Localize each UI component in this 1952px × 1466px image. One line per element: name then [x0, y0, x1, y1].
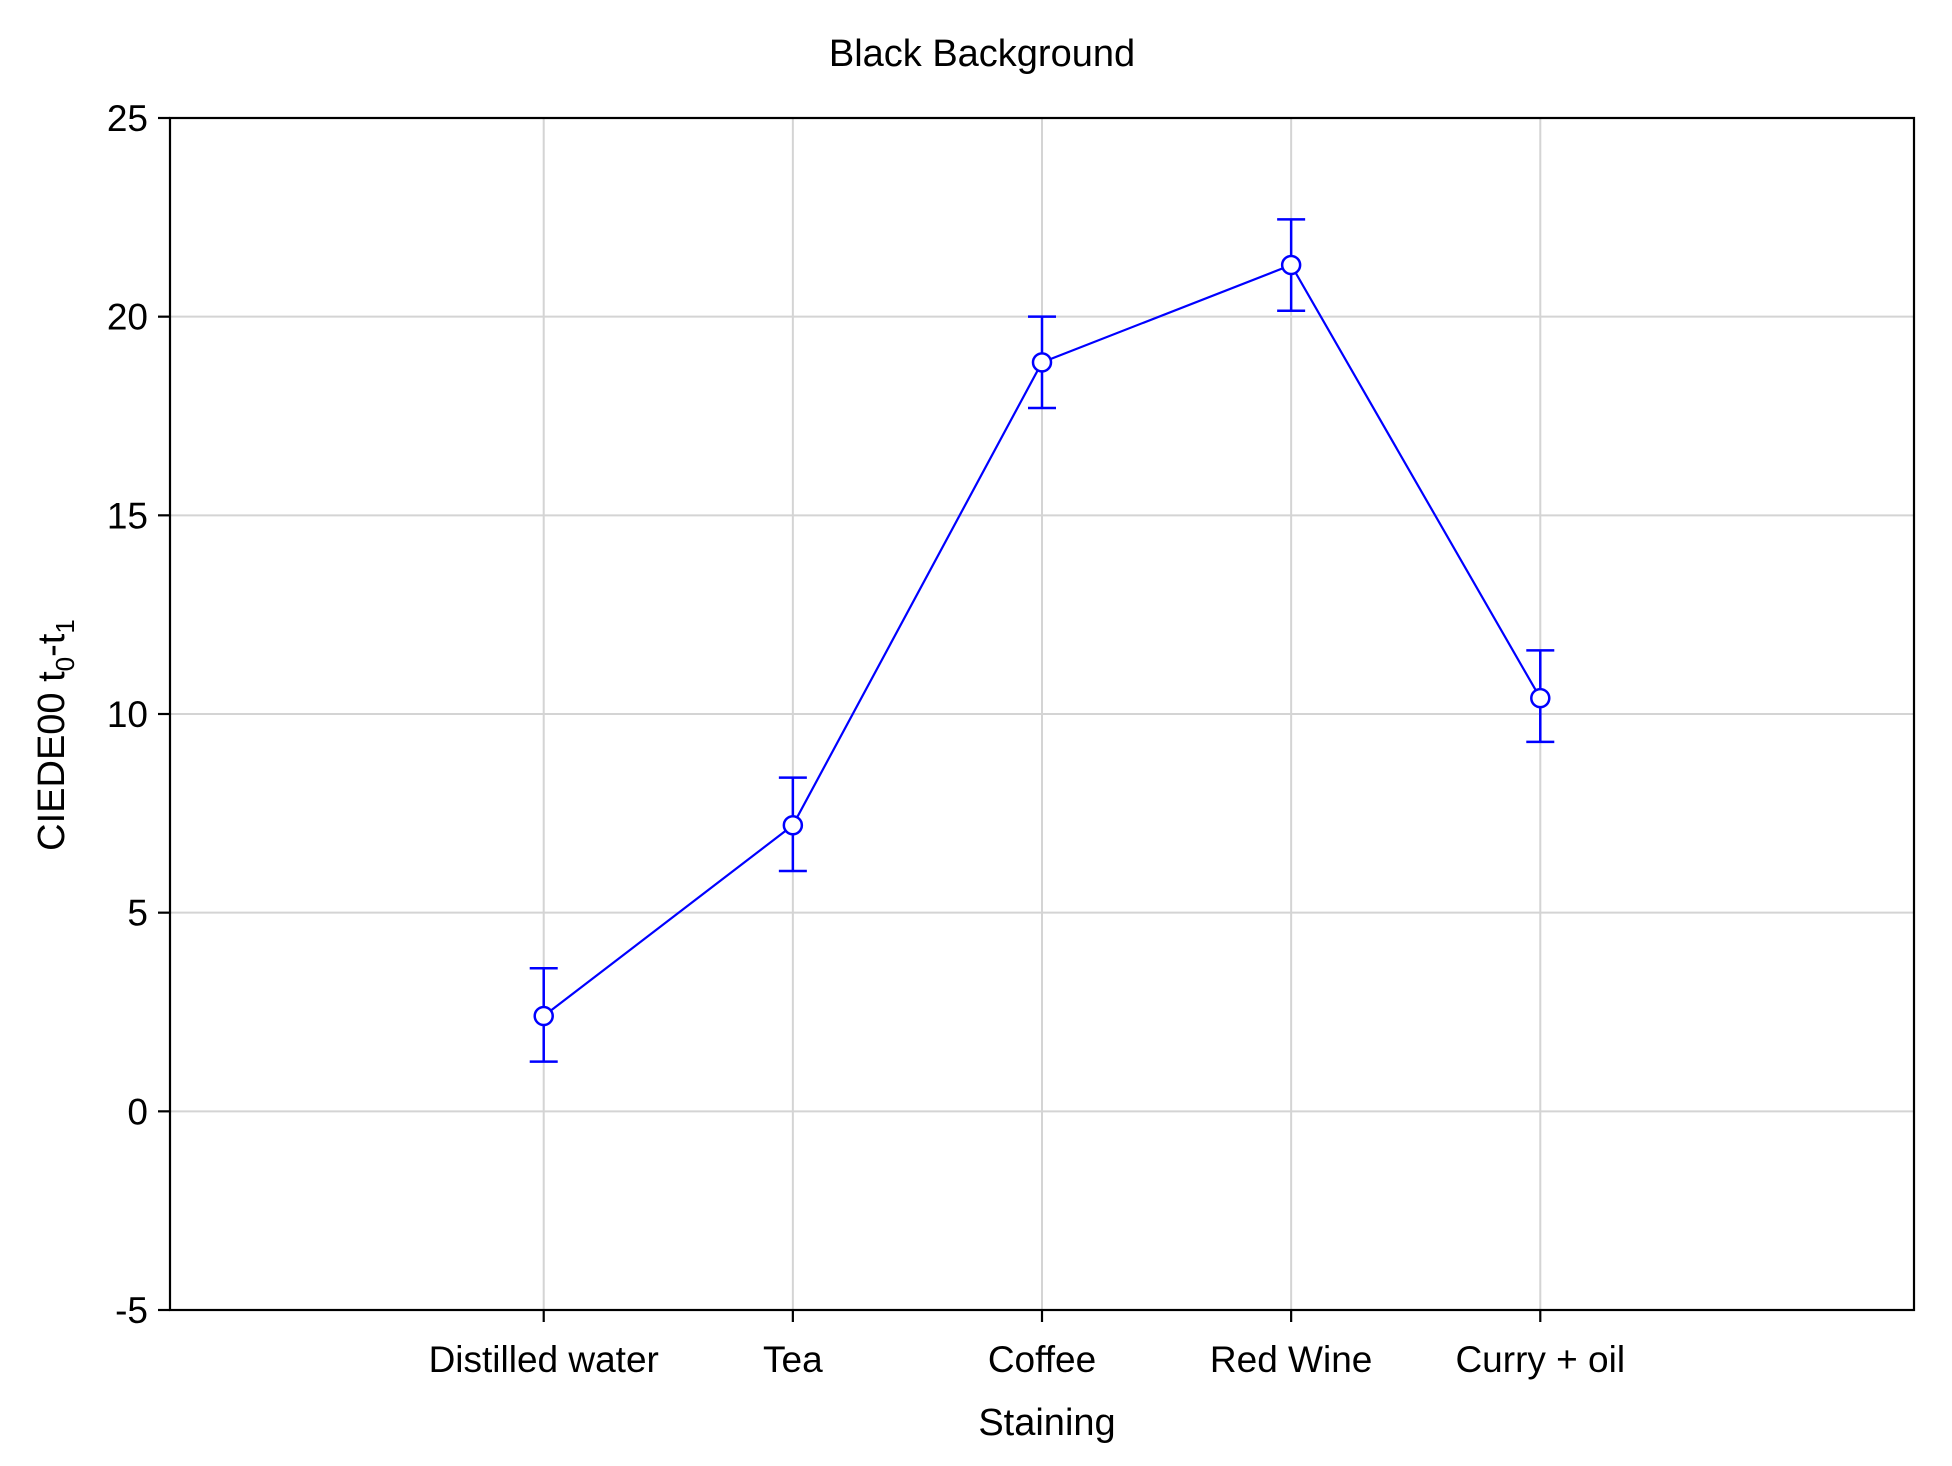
y-tick-label-3: 10 [107, 694, 148, 735]
y-axis-label-main: CIEDE00 t [31, 671, 73, 851]
y-tick-label-6: 25 [107, 98, 148, 139]
x-tick-label-3: Red Wine [1210, 1339, 1372, 1380]
x-tick-label-1: Tea [763, 1339, 823, 1380]
y-tick-label-4: 15 [107, 495, 148, 536]
y-tick-label-5: 20 [107, 297, 148, 338]
y-tick-label-2: 5 [127, 893, 148, 934]
data-point-0 [533, 1005, 554, 1027]
data-point-2 [1031, 352, 1053, 373]
data-point-4 [1530, 687, 1551, 709]
y-axis-label-subscript-0: 0 [50, 657, 80, 671]
x-axis-label: Staining [978, 1402, 1115, 1444]
data-point-1 [782, 815, 804, 836]
x-tick-label-0: Distilled water [429, 1339, 659, 1380]
y-tick-label-1: 0 [127, 1091, 148, 1132]
y-axis-ticks: -5 0 5 10 15 20 25 [107, 98, 170, 1331]
series-markers [533, 254, 1551, 1027]
x-axis-ticks: Distilled water Tea Coffee Red Wine Curry + … [429, 1310, 1625, 1380]
x-tick-label-2: Coffee [988, 1339, 1096, 1380]
y-axis-label: CIEDE00 t0-t1 [31, 619, 80, 851]
y-tick-label-0: -5 [115, 1290, 148, 1331]
y-axis-label-dash: -t [31, 633, 73, 657]
data-point-3 [1280, 254, 1302, 276]
chart-title: Black Background [829, 33, 1135, 75]
x-tick-label-4: Curry + oil [1455, 1339, 1625, 1380]
y-axis-label-subscript-1: 1 [50, 619, 80, 633]
